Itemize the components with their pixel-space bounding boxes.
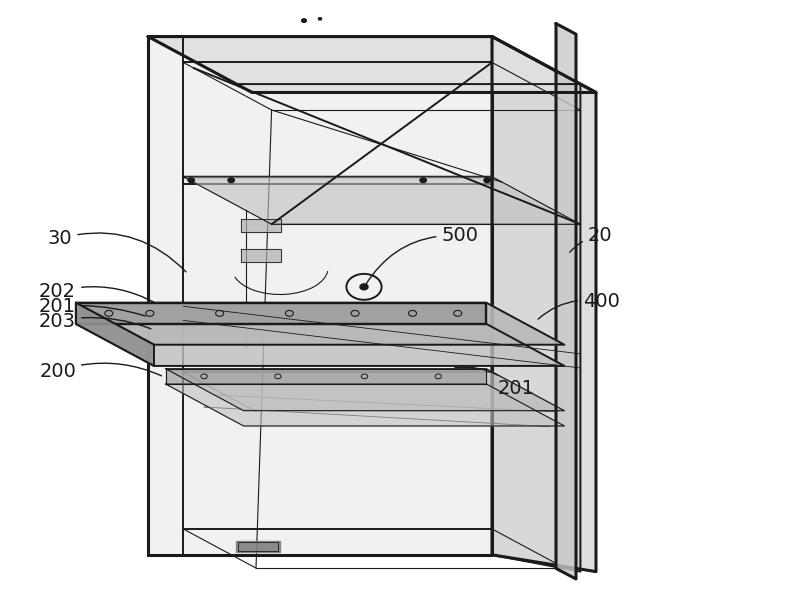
Text: 20: 20 bbox=[570, 226, 612, 252]
Polygon shape bbox=[76, 324, 565, 366]
Polygon shape bbox=[241, 219, 281, 232]
Polygon shape bbox=[76, 303, 565, 345]
Polygon shape bbox=[183, 177, 581, 224]
Text: 201: 201 bbox=[39, 297, 146, 316]
Text: 202: 202 bbox=[39, 282, 154, 302]
Circle shape bbox=[188, 178, 194, 183]
Polygon shape bbox=[166, 369, 486, 384]
Polygon shape bbox=[148, 37, 492, 555]
Circle shape bbox=[420, 178, 426, 183]
Text: 200: 200 bbox=[39, 362, 162, 380]
Polygon shape bbox=[241, 249, 281, 262]
Bar bbox=[236, 541, 280, 552]
Polygon shape bbox=[492, 37, 581, 571]
Polygon shape bbox=[148, 37, 581, 84]
Polygon shape bbox=[492, 37, 596, 571]
Text: 30: 30 bbox=[48, 229, 186, 272]
Polygon shape bbox=[148, 37, 596, 92]
Text: 400: 400 bbox=[538, 292, 620, 319]
Polygon shape bbox=[556, 24, 576, 579]
Bar bbox=[238, 542, 278, 551]
Circle shape bbox=[484, 178, 490, 183]
Polygon shape bbox=[166, 384, 565, 426]
Circle shape bbox=[228, 178, 234, 183]
Polygon shape bbox=[76, 303, 154, 366]
Text: 203: 203 bbox=[39, 312, 151, 330]
Polygon shape bbox=[76, 303, 486, 324]
Text: 500: 500 bbox=[366, 226, 478, 285]
Circle shape bbox=[360, 284, 368, 290]
Circle shape bbox=[318, 18, 322, 20]
Circle shape bbox=[302, 19, 306, 22]
Polygon shape bbox=[166, 369, 565, 411]
Text: 201: 201 bbox=[454, 367, 534, 398]
